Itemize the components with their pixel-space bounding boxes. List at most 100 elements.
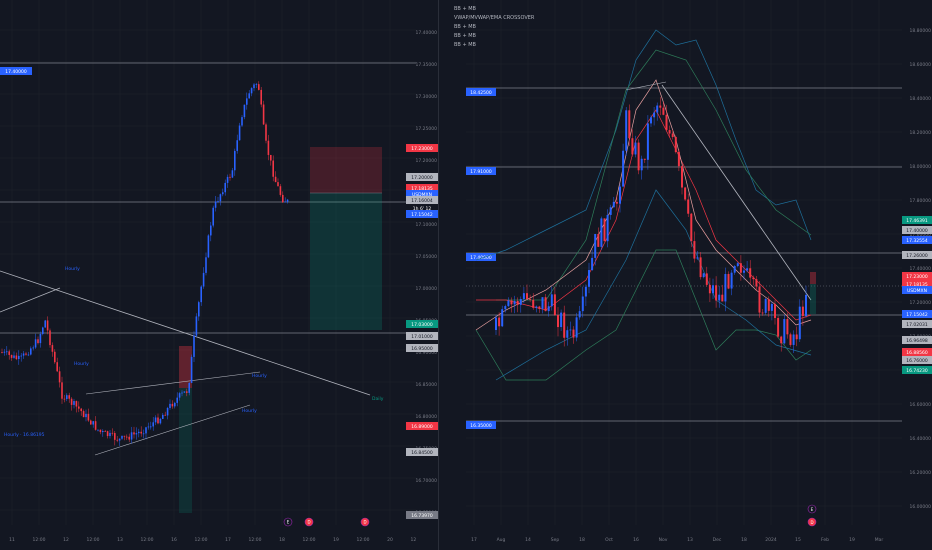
legend-item[interactable]: BB + MB: [454, 24, 476, 30]
candle-body: [780, 336, 783, 344]
hline-label: [466, 421, 496, 429]
candle-body: [246, 98, 248, 105]
price-tag-text: 16.96498: [906, 338, 928, 344]
candle-body: [37, 339, 39, 344]
right-chart-canvas[interactable]: 18.4250017.9100017.4000016.35000MXNED17A…: [466, 0, 932, 550]
candle-body: [286, 199, 289, 202]
candle-body: [646, 123, 649, 160]
candle-body: [92, 421, 94, 425]
candle-body: [104, 430, 106, 432]
candle-body: [68, 395, 70, 399]
price-tag: [406, 422, 438, 430]
candle-body: [770, 303, 773, 311]
candle-body: [217, 201, 219, 203]
legend-item[interactable]: BB + MB: [454, 33, 476, 39]
y-tick-label: 16.20000: [910, 470, 932, 476]
x-tick-label: 12:00: [357, 537, 370, 543]
right-chart-pane[interactable]: 18.4250017.9100017.4000016.35000MXNED17A…: [466, 0, 932, 550]
candle-body: [123, 435, 126, 437]
candle-body: [767, 299, 770, 311]
price-tag: [406, 184, 438, 192]
y-tick-label: 16.40000: [910, 436, 932, 442]
candle-body: [32, 347, 34, 349]
candle-body: [606, 214, 609, 242]
candle-body: [718, 294, 721, 301]
candle-body: [255, 84, 258, 85]
price-tag-text: 16.73970: [411, 513, 433, 519]
y-tick-label: 17.35000: [416, 62, 438, 68]
candle-body: [118, 438, 121, 441]
candle-body: [51, 345, 54, 352]
candle-body: [687, 199, 690, 214]
candle-body: [70, 398, 73, 405]
pane-divider[interactable]: [438, 0, 467, 550]
candle-body: [557, 315, 559, 328]
candle-body: [75, 401, 78, 407]
y-tick-label: 17.60000: [910, 232, 932, 238]
left-chart-pane[interactable]: 17.40000 Hourly Hourly Hourly Hourly Daily Hou…: [0, 0, 438, 550]
candle-body: [85, 413, 87, 418]
candle-body: [80, 408, 82, 412]
price-tag-text: 17.03000: [411, 322, 433, 328]
candle-body: [553, 294, 556, 316]
candle-body: [46, 320, 49, 331]
historical-sl-zone: [179, 346, 192, 388]
candle-body: [721, 294, 724, 302]
candle-body: [547, 306, 550, 312]
candle-body: [795, 334, 798, 340]
x-tick-label: 19: [333, 537, 339, 543]
candle-body: [128, 436, 130, 440]
candle-body: [1, 352, 3, 353]
candle-body: [560, 312, 563, 328]
y-tick-label: 16.90000: [416, 350, 438, 356]
candle-body: [789, 334, 792, 345]
x-tick-label: 11: [9, 537, 15, 543]
candle-body: [219, 194, 222, 202]
legend-item[interactable]: BB + MB: [454, 42, 476, 48]
candle-body: [198, 302, 200, 317]
candle-body: [516, 300, 519, 305]
x-tick-label: Oct: [605, 537, 613, 543]
candle-body: [241, 117, 243, 126]
hline-label-text: 18.42500: [470, 90, 492, 96]
candle-body: [643, 158, 646, 160]
candle-body: [279, 186, 282, 195]
candle-body: [159, 418, 162, 424]
candle-body: [777, 317, 780, 337]
candle-body: [195, 316, 198, 336]
event-icon-text: E: [287, 520, 290, 525]
event-icon-text: D: [307, 520, 310, 525]
candle-body: [49, 330, 51, 346]
price-tag: [902, 280, 932, 288]
candle-body: [265, 124, 267, 141]
candle-body: [578, 311, 581, 318]
x-tick-label: 13: [687, 537, 693, 543]
candle-body: [94, 421, 97, 430]
price-tag-text: 17.18135: [411, 186, 433, 192]
x-tick-label: 15: [795, 537, 801, 543]
x-tick-label: Aug: [497, 537, 506, 543]
price-tag: [406, 204, 438, 212]
indicator-legend[interactable]: BB + MB VWAP/MVWAP/EMA CROSSOVER BB + MB…: [454, 3, 574, 63]
candle-body: [495, 317, 497, 330]
x-tick-label: 18: [579, 537, 585, 543]
candle-body: [214, 201, 217, 208]
candle-body: [519, 299, 522, 305]
candle-body: [250, 88, 253, 94]
y-tick-label: 18.80000: [910, 28, 932, 34]
legend-item[interactable]: VWAP/MVWAP/EMA CROSSOVER: [454, 15, 535, 21]
left-chart-canvas[interactable]: 17.40000 Hourly Hourly Hourly Hourly Daily Hou…: [0, 0, 438, 550]
candle-body: [671, 133, 674, 137]
legend-item[interactable]: BB + MB: [454, 6, 476, 12]
candle-body: [572, 329, 575, 338]
y-tick-label: 17.40000: [910, 266, 932, 272]
x-tick-label: 18: [279, 537, 285, 543]
price-tag-text: 16.74230: [906, 368, 928, 374]
annotation-hourly: Hourly: [65, 266, 80, 272]
candle-body: [498, 317, 501, 327]
candle-body: [22, 353, 25, 356]
price-tag: [902, 366, 932, 374]
candle-body: [99, 429, 102, 433]
x-tick-label: 16: [633, 537, 639, 543]
candle-body: [142, 433, 145, 435]
